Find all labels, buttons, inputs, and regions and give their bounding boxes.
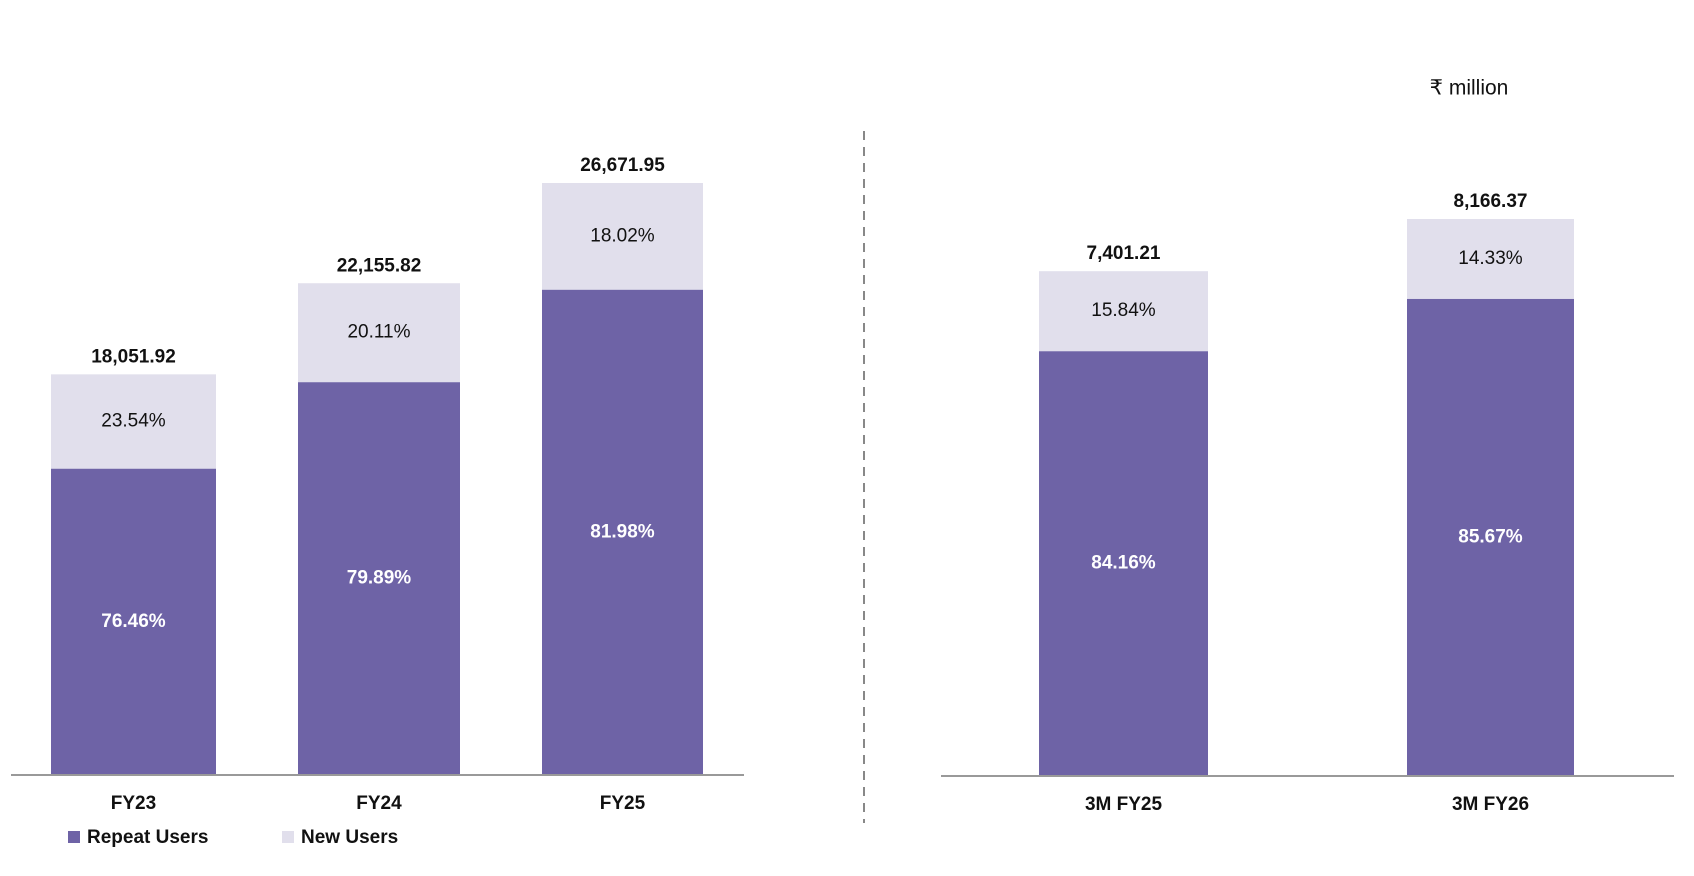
bar-segment	[542, 289, 703, 775]
bar-segment	[1407, 298, 1574, 776]
x-tick-label: 3M FY26	[1452, 794, 1529, 815]
data-label: 84.16%	[1091, 553, 1156, 574]
data-label: 76.46%	[101, 611, 166, 632]
data-label: 85.67%	[1458, 526, 1523, 547]
data-label: 15.84%	[1091, 300, 1156, 321]
total-label: 8,166.37	[1454, 191, 1528, 212]
bar-segment	[51, 374, 216, 469]
legend-label: New Users	[301, 827, 398, 848]
legend-swatch	[282, 831, 294, 843]
total-label: 7,401.21	[1087, 243, 1161, 264]
legend-swatch	[68, 831, 80, 843]
x-tick-label: 3M FY25	[1085, 794, 1163, 815]
bar-segment	[1407, 219, 1574, 299]
data-label: 23.54%	[101, 411, 166, 432]
total-label: 26,671.95	[580, 155, 665, 176]
total-label: 22,155.82	[337, 255, 422, 276]
total-label: 18,051.92	[91, 346, 176, 367]
bar-segment	[298, 283, 460, 383]
bar-segment	[1039, 271, 1208, 352]
bar-segment	[51, 468, 216, 775]
x-tick-label: FY23	[111, 793, 156, 814]
bar-segment	[542, 183, 703, 290]
legend-label: Repeat Users	[87, 827, 208, 848]
data-label: 20.11%	[347, 322, 410, 343]
x-tick-label: FY24	[356, 793, 402, 814]
bar-segment	[298, 382, 460, 775]
data-label: 81.98%	[590, 521, 655, 542]
data-label: 14.33%	[1458, 248, 1523, 269]
data-label: 18.02%	[590, 225, 655, 246]
unit-note: ₹ million	[1430, 77, 1509, 100]
data-label: 79.89%	[347, 568, 412, 589]
bar-segment	[1039, 351, 1208, 776]
x-tick-label: FY25	[600, 793, 646, 814]
